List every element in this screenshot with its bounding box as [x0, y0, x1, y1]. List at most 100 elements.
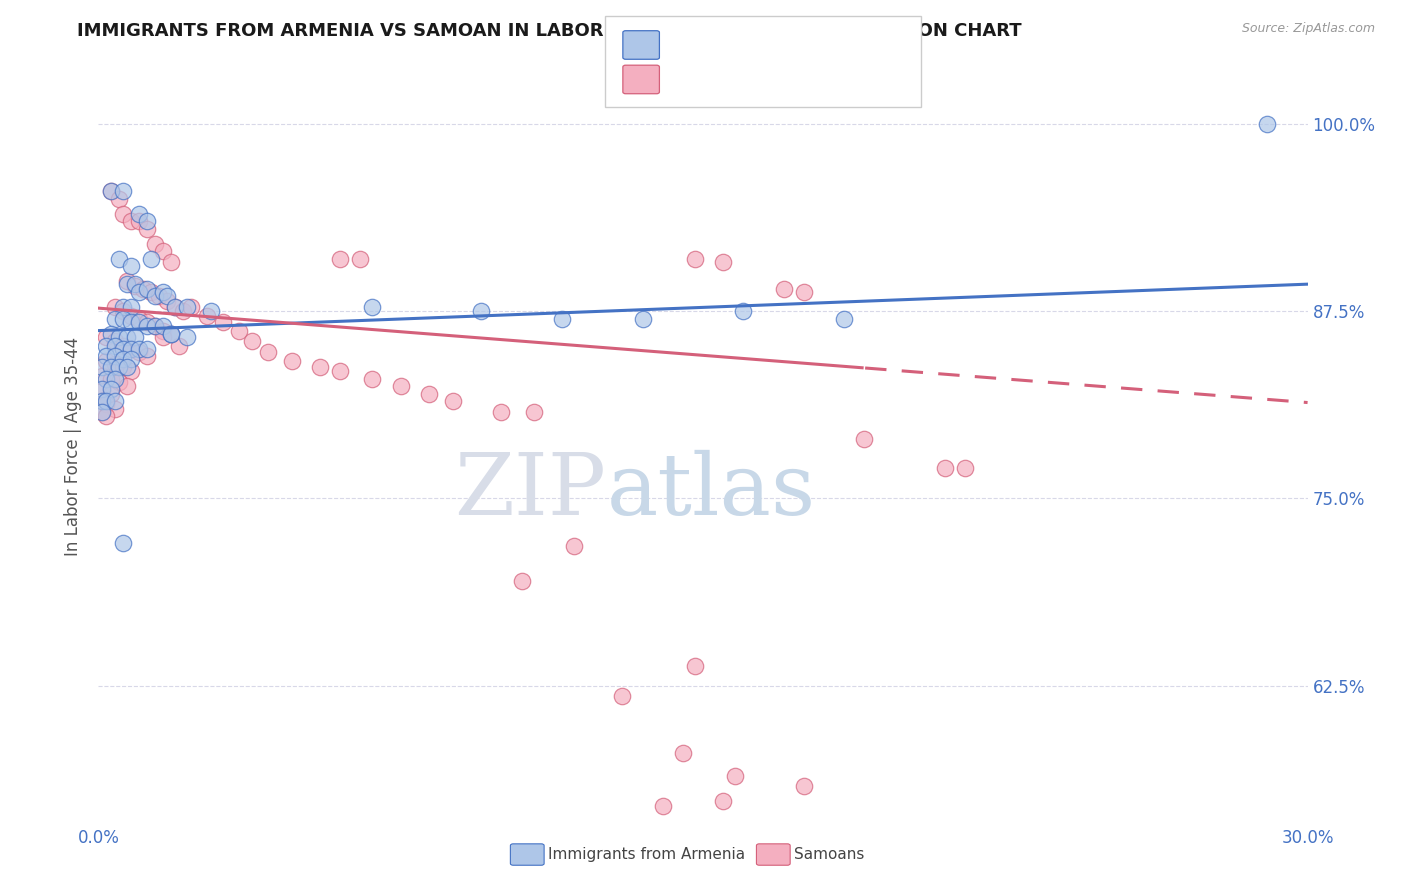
Point — [115, 277, 138, 292]
Point — [120, 214, 142, 228]
Point — [111, 304, 134, 318]
Point — [115, 329, 138, 343]
Point — [111, 536, 134, 550]
Point — [115, 359, 138, 374]
Point — [100, 184, 122, 198]
Point — [772, 282, 794, 296]
Point — [832, 311, 855, 326]
Point — [100, 371, 122, 385]
Point — [111, 338, 134, 352]
Point — [115, 379, 138, 393]
Point — [111, 300, 134, 314]
Point — [160, 326, 183, 341]
Point — [135, 349, 157, 363]
Point — [651, 798, 673, 813]
Point — [91, 359, 114, 374]
Point — [96, 349, 118, 363]
Point — [631, 311, 654, 326]
Point — [115, 274, 138, 288]
Point — [103, 371, 125, 385]
Point — [672, 746, 695, 760]
Point — [100, 326, 122, 341]
Point — [389, 379, 412, 393]
Point — [361, 300, 384, 314]
Point — [143, 319, 166, 334]
Point — [120, 309, 142, 323]
Point — [107, 375, 129, 389]
Point — [96, 371, 118, 385]
Point — [562, 540, 585, 554]
Point — [135, 214, 157, 228]
Point — [91, 404, 114, 418]
Point — [128, 311, 150, 326]
Point — [309, 359, 332, 374]
Point — [1256, 117, 1278, 131]
Point — [111, 359, 134, 374]
Text: -0.170: -0.170 — [710, 72, 765, 87]
Point — [143, 289, 166, 303]
Point — [135, 315, 157, 329]
Point — [96, 397, 118, 411]
Point — [853, 432, 876, 446]
Point — [551, 311, 574, 326]
Point — [160, 326, 183, 341]
Point — [120, 364, 142, 378]
Point — [124, 329, 146, 343]
Point — [128, 344, 150, 359]
Text: atlas: atlas — [606, 450, 815, 533]
Point — [953, 461, 976, 475]
Point — [91, 394, 114, 409]
Point — [128, 342, 150, 356]
Point — [793, 285, 815, 299]
Point — [361, 371, 384, 385]
Text: N = 85: N = 85 — [780, 72, 838, 87]
Point — [163, 300, 186, 314]
Point — [163, 300, 186, 314]
Text: Samoans: Samoans — [794, 847, 865, 862]
Point — [103, 401, 125, 416]
Point — [100, 386, 122, 401]
Point — [934, 461, 956, 475]
Point — [180, 300, 202, 314]
Point — [128, 214, 150, 228]
Text: R =: R = — [664, 72, 692, 87]
Point — [135, 221, 157, 235]
Point — [733, 304, 755, 318]
Point — [212, 315, 235, 329]
Point — [139, 252, 162, 266]
Point — [148, 289, 170, 303]
Text: 0.153: 0.153 — [710, 37, 758, 53]
Point — [103, 394, 125, 409]
Point — [256, 344, 278, 359]
Point — [124, 277, 146, 292]
Point — [418, 386, 440, 401]
Point — [510, 574, 533, 588]
Point — [793, 779, 815, 793]
Point — [167, 338, 190, 352]
Point — [132, 282, 155, 296]
Point — [156, 289, 179, 303]
Point — [711, 254, 734, 268]
Point — [91, 384, 114, 398]
Text: Source: ZipAtlas.com: Source: ZipAtlas.com — [1241, 22, 1375, 36]
Point — [683, 252, 706, 266]
Point — [281, 353, 304, 368]
Point — [523, 404, 546, 418]
Point — [172, 304, 194, 318]
Point — [120, 300, 142, 314]
Point — [329, 364, 352, 378]
Point — [240, 334, 263, 348]
Point — [103, 349, 125, 363]
Point — [107, 192, 129, 206]
Point — [111, 207, 134, 221]
Point — [103, 334, 125, 348]
Point — [349, 252, 371, 266]
Point — [120, 315, 142, 329]
Point — [156, 293, 179, 308]
Point — [152, 324, 174, 338]
Point — [135, 342, 157, 356]
Point — [96, 329, 118, 343]
Point — [491, 404, 513, 418]
Text: IMMIGRANTS FROM ARMENIA VS SAMOAN IN LABOR FORCE | AGE 35-44 CORRELATION CHART: IMMIGRANTS FROM ARMENIA VS SAMOAN IN LAB… — [77, 22, 1022, 40]
Point — [724, 769, 747, 783]
